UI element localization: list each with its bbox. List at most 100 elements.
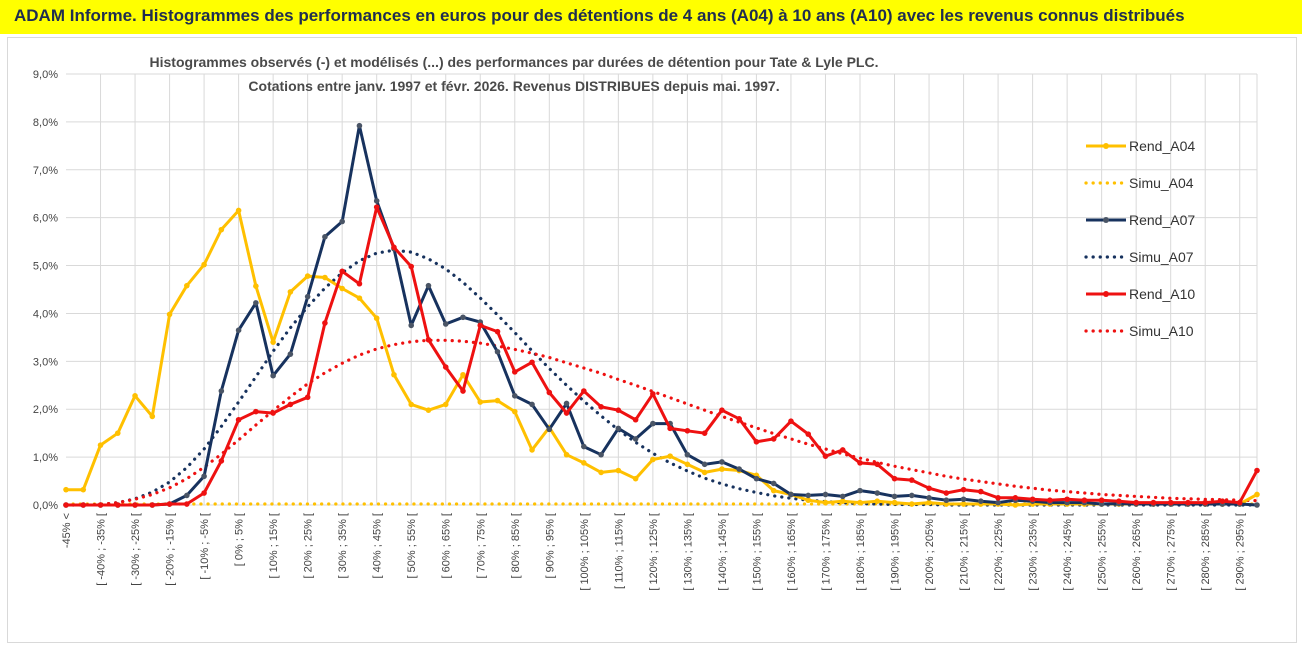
data-point	[442, 401, 449, 408]
data-point	[373, 198, 380, 204]
data-point	[615, 407, 622, 413]
data-point	[97, 442, 104, 448]
data-point	[943, 497, 950, 504]
legend-label: Rend_A07	[1129, 212, 1195, 228]
data-point	[874, 498, 881, 504]
data-point	[218, 458, 225, 464]
x-tick-label: [ 190% ; 195% [	[890, 513, 902, 591]
x-tick-label: [ -30% ; -25% [	[130, 513, 142, 586]
legend-label: Simu_A07	[1129, 249, 1194, 265]
data-point	[80, 502, 87, 508]
data-point	[995, 495, 1001, 501]
data-point	[287, 289, 294, 295]
data-point	[477, 399, 484, 405]
data-point	[1185, 499, 1191, 506]
data-point	[736, 466, 742, 472]
data-point	[978, 498, 984, 504]
data-point	[891, 499, 898, 506]
x-tick-label: [ 10% ; 15% [	[268, 513, 280, 578]
data-point	[494, 397, 501, 404]
data-point	[598, 404, 604, 410]
data-point	[1012, 502, 1019, 508]
data-point	[563, 410, 570, 416]
x-tick-label: [ -40% ; -35% [	[96, 513, 108, 586]
data-point	[287, 351, 294, 357]
data-point	[408, 322, 415, 329]
data-point	[132, 502, 138, 508]
data-point	[1116, 498, 1122, 504]
data-point	[770, 480, 777, 487]
data-point	[511, 408, 518, 415]
data-point	[822, 453, 829, 459]
data-point	[1081, 497, 1088, 504]
data-point	[563, 451, 570, 458]
data-point	[201, 473, 207, 480]
data-point	[339, 268, 345, 275]
data-point	[563, 400, 570, 407]
data-point	[304, 293, 311, 300]
data-point	[701, 461, 708, 468]
data-point	[511, 393, 518, 399]
legend-label: Simu_A04	[1129, 175, 1194, 191]
legend-label: Rend_A04	[1129, 138, 1195, 154]
data-point	[805, 497, 812, 504]
data-point	[442, 321, 449, 327]
y-tick-label: 8,0%	[33, 117, 58, 129]
data-point	[235, 207, 242, 214]
data-point	[235, 416, 242, 423]
legend-label: Rend_A10	[1129, 286, 1195, 302]
data-point	[149, 502, 156, 508]
data-point	[97, 502, 104, 508]
series-simu-a07	[64, 248, 1259, 507]
data-point	[166, 501, 173, 507]
data-point	[253, 300, 259, 306]
data-point	[822, 499, 829, 506]
data-point	[1098, 501, 1105, 507]
x-tick-label: [ 290% ; 295% [	[1235, 513, 1247, 591]
data-point	[1167, 499, 1174, 506]
legend-marker	[1103, 291, 1109, 297]
x-tick-label: [ 100% ; 105% [	[579, 513, 591, 591]
data-point	[960, 501, 967, 507]
grid	[66, 73, 1258, 506]
data-point	[1029, 496, 1036, 503]
x-tick-label: [ 280% ; 285% [	[1200, 513, 1212, 591]
series	[63, 122, 1260, 508]
y-tick-label: 7,0%	[33, 165, 58, 177]
data-point	[529, 401, 535, 408]
data-point	[788, 418, 794, 424]
data-point	[943, 490, 950, 496]
x-tick-label: [ 150% ; 155% [	[751, 513, 763, 591]
data-point	[701, 430, 708, 436]
data-point	[960, 496, 967, 503]
data-point	[546, 389, 553, 396]
x-tick-label: [ 210% ; 215% [	[959, 513, 971, 591]
data-point	[650, 420, 656, 427]
series-rend-a04	[63, 207, 1260, 508]
data-point	[839, 493, 846, 500]
data-point	[874, 490, 881, 496]
data-point	[1219, 498, 1226, 504]
data-point	[304, 394, 311, 401]
data-point	[494, 348, 501, 355]
data-point	[788, 491, 794, 498]
x-tick-label: [ 270% ; 275% [	[1166, 513, 1178, 591]
data-point	[373, 315, 380, 322]
x-tick-label: [ 170% ; 175% [	[820, 513, 832, 591]
data-point	[995, 499, 1001, 506]
data-point	[339, 285, 345, 292]
series-line	[64, 248, 1259, 507]
x-tick-label: [ 0% ; 5% [	[234, 513, 246, 566]
data-point	[926, 485, 932, 492]
legend: Rend_A04 Simu_A04 Rend_A07 Simu_A07 Rend_A10…	[1084, 138, 1195, 339]
data-point	[719, 466, 725, 472]
data-point	[408, 263, 415, 270]
data-point	[701, 469, 708, 476]
data-point	[63, 502, 69, 508]
data-point	[667, 425, 673, 432]
x-tick-label: [ 250% ; 255% [	[1097, 513, 1109, 591]
data-point	[632, 436, 639, 442]
data-point	[857, 487, 863, 494]
data-point	[598, 451, 604, 458]
data-point	[632, 475, 639, 482]
